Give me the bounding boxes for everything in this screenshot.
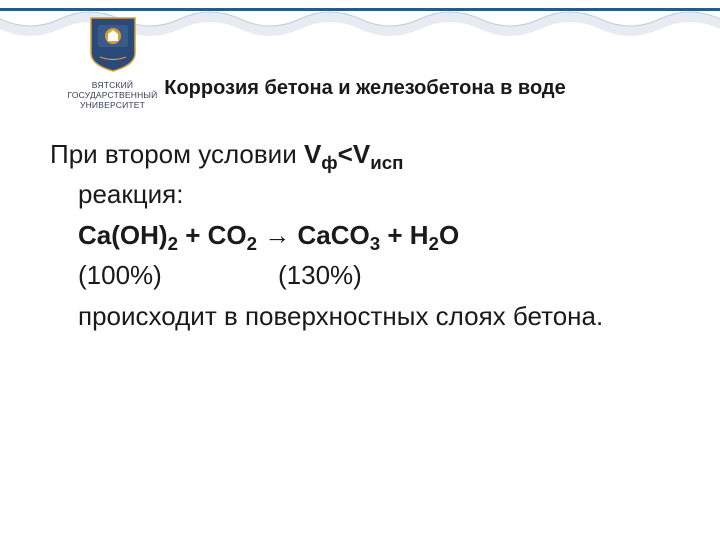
percent-line: (100%)(130%): [50, 257, 680, 293]
eq-plus1: +: [178, 220, 208, 250]
eq-right1-sub: 3: [370, 233, 380, 254]
equation: Ca(OH)2 + CO2 → CaCO3 + H2O: [50, 217, 680, 253]
eq-right2-sub: 2: [429, 233, 439, 254]
line1-sub1: ф: [321, 152, 337, 173]
pct2: (130%): [278, 257, 362, 293]
eq-right1: CaCO: [297, 220, 369, 250]
eq-left1: Ca(OH): [78, 220, 168, 250]
line1-pre: При втором условии: [50, 139, 304, 169]
eq-left2: CO: [208, 220, 247, 250]
header-banner: ВЯТСКИЙ ГОСУДАРСТВЕННЫЙ УНИВЕРСИТЕТ: [0, 0, 720, 55]
body-line-2: реакция:: [50, 176, 680, 212]
body-line-1: При втором условии Vф<Vисп: [50, 136, 680, 172]
body-line-5: происходит в поверхностных слоях бетона.: [50, 298, 680, 334]
university-shield-icon: [88, 15, 138, 73]
line1-op: <: [338, 139, 353, 169]
eq-plus2: +: [380, 220, 410, 250]
pct1: (100%): [78, 257, 278, 293]
line1-var1: V: [304, 139, 321, 169]
eq-left1-sub: 2: [168, 233, 178, 254]
eq-right2-tail: O: [439, 220, 459, 250]
line1-sub2: исп: [370, 152, 403, 173]
slide-content: Коррозия бетона и железобетона в воде Пр…: [0, 75, 720, 338]
eq-right2: H: [410, 220, 429, 250]
eq-arrow: →: [257, 220, 297, 250]
slide-title: Коррозия бетона и железобетона в воде: [125, 75, 605, 101]
eq-left2-sub: 2: [247, 233, 257, 254]
slide-body: При втором условии Vф<Vисп реакция: Ca(O…: [50, 136, 680, 334]
line1-var2: V: [353, 139, 370, 169]
